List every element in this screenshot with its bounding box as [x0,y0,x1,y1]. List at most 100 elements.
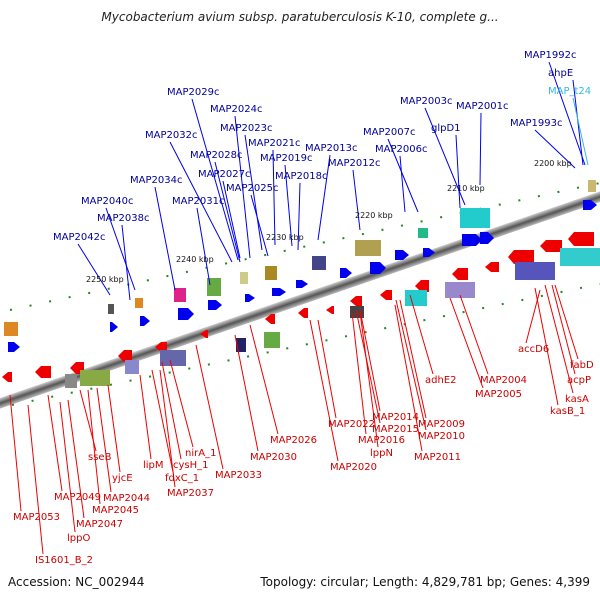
gene-label-top[interactable]: MAP2025c [226,183,278,194]
gene-label-top[interactable]: MAP2031c [172,196,224,207]
gene-label-bottom[interactable]: kasB_1 [550,406,585,417]
leader-line [317,319,337,419]
gene-label-bottom[interactable]: MAP2014 [372,412,419,423]
gene-label-bottom[interactable]: MAP2011 [414,452,461,463]
gene-feature-box [135,298,143,308]
gene-label-top[interactable]: glpD1 [431,123,461,134]
leader-line [534,129,576,169]
gene-label-bottom[interactable]: MAP2009 [418,419,465,430]
leader-line [249,324,279,435]
reverse-gene-arrow [350,296,362,306]
gene-label-top[interactable]: MAP2013c [305,143,357,154]
leader-line [196,207,211,286]
gene-label-bottom[interactable]: sseB [88,452,112,463]
gene-label-top[interactable]: ahpE [548,68,573,79]
gene-label-top[interactable]: MAP2019c [260,153,312,164]
gene-label-bottom[interactable]: IS1601_B_2 [35,555,93,566]
gene-label-bottom[interactable]: nirA_1 [185,448,216,459]
gene-label-top[interactable]: MAP2023c [220,123,272,134]
gene-label-bottom[interactable]: MAP2037 [167,488,214,499]
gene-label-bottom[interactable]: MAP2049 [54,492,101,503]
gene-feature-box [160,350,186,366]
gene-label-bottom[interactable]: MAP2005 [475,389,522,400]
forward-gene-arrow [208,300,222,310]
gene-label-bottom[interactable]: cysH_1 [173,460,209,471]
gene-label-top[interactable]: MAP2029c [167,87,219,98]
reverse-gene-arrow [452,268,468,280]
gene-label-top[interactable]: MAP1993c [510,118,562,129]
leader-line [395,299,427,431]
gene-label-bottom[interactable]: MAP2045 [92,505,139,516]
reverse-gene-arrow [200,330,208,338]
gene-label-bottom[interactable]: MAP2010 [418,431,465,442]
leader-line [107,384,121,473]
gene-label-bottom[interactable]: adhE2 [425,375,457,386]
gene-label-bottom[interactable]: yjcE [112,473,133,484]
gene-label-top[interactable]: MAP2038c [97,213,149,224]
reverse-gene-arrow [298,308,308,318]
gene-label-top[interactable]: MAP2012c [328,158,380,169]
gene-label-bottom[interactable]: kasA [565,394,589,405]
gene-label-bottom[interactable]: MAP2020 [330,462,377,473]
gene-label-top[interactable]: MAP2001c [456,101,508,112]
gene-label-bottom[interactable]: MAP2022 [328,419,375,430]
gene-label-top[interactable]: MAP2032c [145,130,197,141]
gene-labels: MAP1992c ahpE MAP_t24 MAP2003c MAP2001cMAP19… [13,50,594,566]
gene-label-bottom[interactable]: MAP2004 [480,375,527,386]
gene-label-top[interactable]: MAP2028c [190,150,242,161]
gene-label-bottom[interactable]: acpP [567,375,591,386]
gene-label-top[interactable]: MAP2007c [363,127,415,138]
leader-line [47,394,63,492]
kbp-tick-label: 2230 kbp [266,233,304,242]
gene-label-bottom[interactable]: MAP2026 [270,435,317,446]
leader-line [159,369,176,488]
gene-label-top[interactable]: MAP2006c [375,144,427,155]
gene-label-top[interactable]: MAP2018c [275,171,327,182]
gene-label-top[interactable]: MAP2040c [81,196,133,207]
leader-line [317,154,331,241]
gene-label-bottom[interactable]: accD6 [518,344,549,355]
leader-line [191,98,239,261]
gene-label-bottom[interactable]: MAP2030 [250,452,297,463]
gene-label-bottom[interactable]: fabD [570,360,594,371]
forward-gene-arrow [395,250,409,260]
gene-label-top[interactable]: MAP2003c [400,96,452,107]
gene-label-bottom[interactable]: MAP2015 [372,424,419,435]
leader-line [151,369,174,473]
leader-line [154,186,176,291]
gene-label-bottom[interactable]: MAP2016 [358,435,405,446]
gene-label-bottom[interactable]: fdxC_1 [165,473,199,484]
leader-line [359,311,379,448]
kbp-ticks: 2200 kbp 2210 kbp 2220 kbp 2230 kbp 2240 kbp… [86,159,572,284]
kbp-tick-label: 2220 kbp [355,211,393,220]
leader-line [394,304,423,452]
gene-label-top[interactable]: MAP_t24 [548,86,591,97]
leader-line [77,243,111,296]
leader-line [9,394,22,512]
leader-line [352,169,361,231]
gene-label-bottom[interactable]: MAP2044 [103,493,150,504]
gene-label-bottom[interactable]: MAP2047 [76,519,123,530]
gene-label-top[interactable]: MAP2021c [248,138,300,149]
gene-label-top[interactable]: MAP2042c [53,232,105,243]
gene-label-bottom[interactable]: MAP2053 [13,512,60,523]
forward-gene-arrow [423,248,435,257]
reverse-gene-arrow [380,290,392,300]
gene-label-top[interactable]: MAP2034c [130,175,182,186]
gene-label-top[interactable]: MAP1992c [524,50,576,61]
gene-label-top[interactable]: MAP2024c [210,104,262,115]
forward-gene-arrow [178,308,194,320]
forward-gene-arrow [370,262,386,274]
gene-label-bottom[interactable]: lppN [370,448,393,459]
leader-line [572,97,589,166]
gene-label-bottom[interactable]: lppO [67,533,90,544]
leader-line [272,149,276,246]
leader-line [214,161,241,263]
forward-gene-arrow [110,322,118,332]
genome-map: MAP1992c ahpE MAP_t24 MAP2003c MAP2001cMAP19… [0,50,600,566]
gene-label-bottom[interactable]: lipM [143,460,164,471]
gene-label-top[interactable]: MAP2027c [198,169,250,180]
leader-line [479,112,482,186]
gene-label-bottom[interactable]: MAP2033 [215,470,262,481]
forward-gene-arrow [583,200,597,210]
